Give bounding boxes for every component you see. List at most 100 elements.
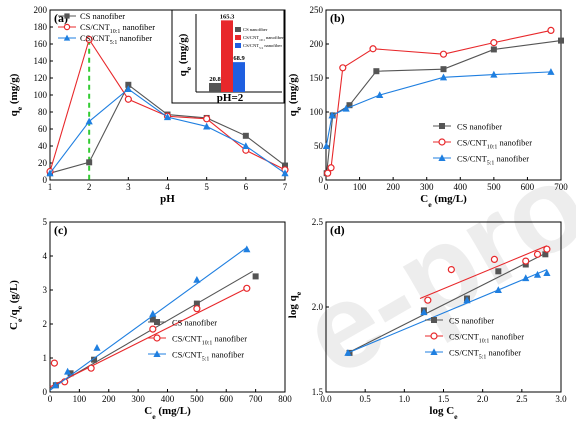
legend-marker bbox=[439, 123, 445, 129]
series-1 bbox=[419, 245, 551, 304]
legend-label: CS/CNT10:1 nanofiber bbox=[449, 332, 524, 345]
inset-bar-value: 68.9 bbox=[233, 55, 245, 62]
panel-b: 0 100 200 300 400 500 600 700 0 50 100 150 200 250 Ce … bbox=[287, 5, 568, 209]
inset-legend-swatch bbox=[235, 35, 241, 40]
series-line bbox=[325, 71, 551, 147]
y-tick-label: 20 bbox=[38, 158, 48, 168]
x-tick-label: 1.5 bbox=[438, 394, 450, 404]
y-tick-label: 0 bbox=[43, 175, 48, 185]
fit-line bbox=[347, 269, 548, 354]
legend-label: CS/CNT10:1 nanofiber bbox=[172, 334, 247, 347]
x-tick-label: 500 bbox=[487, 182, 501, 192]
data-point bbox=[46, 169, 54, 177]
inset-bar-value: 20.8 bbox=[209, 76, 221, 83]
x-tick-label: 4 bbox=[165, 182, 170, 192]
data-point bbox=[424, 296, 432, 304]
x-tick-label: 0.5 bbox=[360, 394, 372, 404]
data-point bbox=[149, 315, 156, 322]
inset-legend-label: CS nanofiber bbox=[243, 27, 268, 32]
y-tick-label: 250 bbox=[310, 5, 324, 15]
x-tick-label: 800 bbox=[278, 394, 292, 404]
x-tick-label: 500 bbox=[190, 394, 204, 404]
legend-label: CS/CNT5:1 nanofiber bbox=[80, 33, 152, 46]
data-point bbox=[346, 102, 353, 109]
legend-label: CS/CNT5:1 nanofiber bbox=[457, 154, 529, 167]
y-tick-label: 3 bbox=[43, 285, 48, 295]
series-2 bbox=[49, 245, 251, 391]
data-point bbox=[495, 268, 502, 275]
panel-label: (b) bbox=[330, 11, 345, 25]
panel-label: (c) bbox=[54, 223, 67, 237]
data-point bbox=[490, 39, 498, 47]
data-point bbox=[86, 159, 93, 166]
inset-bar bbox=[209, 82, 221, 92]
x-tick-label: 2 bbox=[87, 182, 92, 192]
legend-marker bbox=[63, 23, 71, 31]
series-1 bbox=[324, 26, 555, 177]
data-point bbox=[163, 113, 172, 121]
y-tick-label: 100 bbox=[34, 90, 48, 100]
y-tick-label: 60 bbox=[38, 124, 48, 134]
x-tick-label: 600 bbox=[521, 182, 535, 192]
legend-label: CS/CNT5:1 nanofiber bbox=[449, 348, 521, 361]
data-point bbox=[342, 104, 350, 112]
x-tick-label: 300 bbox=[420, 182, 434, 192]
data-point bbox=[344, 349, 352, 356]
x-tick-label: 2.0 bbox=[477, 394, 489, 404]
inset-bar-value: 165.3 bbox=[220, 13, 235, 20]
data-point bbox=[376, 91, 384, 98]
y-tick-label: 0 bbox=[43, 387, 48, 397]
data-point bbox=[149, 325, 157, 333]
y-tick-label: 200 bbox=[34, 5, 48, 15]
y-tick-label: 2 bbox=[43, 319, 48, 329]
data-point bbox=[242, 132, 249, 139]
series-2 bbox=[322, 68, 555, 149]
plot-frame bbox=[325, 9, 562, 181]
y-axis-label: qe (mg/g) bbox=[8, 73, 24, 116]
data-point bbox=[420, 308, 428, 316]
legend-label: CS/CNT10:1 nanofiber bbox=[80, 22, 155, 35]
data-point bbox=[447, 266, 455, 274]
fit-line bbox=[419, 245, 548, 300]
data-point bbox=[543, 245, 551, 253]
data-point bbox=[243, 284, 251, 292]
y-tick-label: 120 bbox=[34, 73, 48, 83]
data-point bbox=[558, 37, 564, 44]
data-point bbox=[93, 344, 101, 351]
data-point bbox=[281, 169, 289, 177]
y-axis-label: qe (mg/g) bbox=[287, 73, 303, 116]
data-point bbox=[242, 142, 250, 149]
inset-x-label: pH=2 bbox=[217, 92, 244, 104]
data-point bbox=[463, 296, 471, 304]
y-tick-label: 5 bbox=[43, 217, 48, 227]
legend-label: CS nanofiber bbox=[457, 122, 502, 132]
inset-legend-label: CS/CNT5:1 nanofiber bbox=[243, 43, 282, 50]
y-tick-label: 2.0 bbox=[312, 302, 324, 312]
legend-marker bbox=[64, 13, 70, 19]
x-tick-label: 3.0 bbox=[555, 394, 567, 404]
panel-a: 1 2 3 4 5 6 7 0 20 40 60 80 100 120 140 160 180 200 pH qe (… bbox=[8, 5, 289, 205]
y-axis-label: log qe bbox=[287, 291, 303, 318]
legend-marker bbox=[153, 334, 161, 342]
y-tick-label: 4 bbox=[43, 251, 48, 261]
series-2 bbox=[344, 269, 551, 356]
data-point bbox=[339, 64, 347, 72]
data-point bbox=[490, 70, 498, 78]
legend-label: CS/CNT10:1 nanofiber bbox=[457, 138, 532, 151]
data-point bbox=[64, 367, 72, 375]
legend-marker bbox=[154, 319, 160, 325]
y-tick-label: 50 bbox=[314, 141, 324, 151]
y-tick-label: 140 bbox=[34, 56, 48, 66]
data-point bbox=[328, 111, 336, 119]
x-axis-label: Ce (mg/L) bbox=[144, 405, 191, 421]
panel-d: 0.0 0.5 1.0 1.5 2.0 2.5 3.0 1.5 2.0 2.5 log Ce log … bbox=[287, 217, 567, 421]
y-tick-label: 2.5 bbox=[312, 217, 324, 227]
legend-label: CS nanofiber bbox=[172, 318, 217, 328]
data-point bbox=[282, 162, 288, 169]
x-axis-label: Ce (mg/L) bbox=[420, 193, 467, 209]
y-tick-label: 1 bbox=[43, 353, 48, 363]
